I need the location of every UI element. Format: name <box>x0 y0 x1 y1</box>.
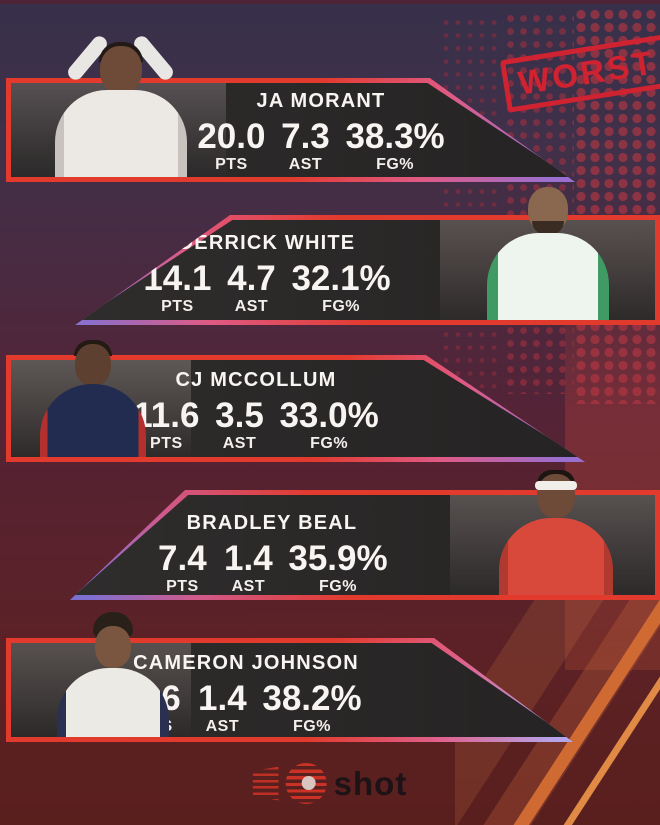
brand-name: shot <box>333 764 408 802</box>
top-strip-decoration <box>0 0 660 4</box>
stats-row: 11.6 PTS 3.5 AST 33.0% FG% <box>133 397 378 453</box>
player-figure-ja-morant <box>28 28 213 177</box>
stat-ast: 1.4 AST <box>224 539 273 595</box>
stat-pts: 7.4 PTS <box>158 539 207 595</box>
player-name: DERRICK WHITE <box>178 232 356 254</box>
jersey-white <box>54 90 187 177</box>
stat-fg: 32.1% FG% <box>291 259 391 315</box>
basketball-icon <box>285 763 327 804</box>
jersey-celtics <box>486 233 609 320</box>
jersey-red <box>498 518 613 595</box>
stats-row: 7.4 PTS 1.4 AST 35.9% FG% <box>156 539 388 596</box>
stat-ast: 7.3 AST <box>281 117 330 173</box>
stat-pts: 20.0 PTS <box>197 117 266 173</box>
head <box>95 626 131 668</box>
player-figure-cj-mccollum <box>23 336 163 457</box>
player-figure-cameron-johnson <box>38 612 188 737</box>
stat-pts: 14.1 PTS <box>143 259 212 315</box>
jersey-white <box>57 668 169 737</box>
head <box>75 344 111 386</box>
stats-row: 20.0 PTS 7.3 AST 38.3% FG% <box>197 118 444 174</box>
shot-logo: shot <box>252 763 408 804</box>
player-name: CJ MCCOLLUM <box>175 369 337 391</box>
stat-ast: 3.5 AST <box>215 396 264 452</box>
beard <box>531 221 564 235</box>
player-name: CAMERON JOHNSON <box>133 652 359 674</box>
stats-row: 14.1 PTS 4.7 AST 32.1% FG% <box>143 260 390 316</box>
player-name: JA MORANT <box>256 90 386 112</box>
headband <box>534 481 577 490</box>
jersey-navy <box>40 384 146 457</box>
stat-fg: 35.9% FG% <box>288 539 388 595</box>
stat-ast: 1.4 AST <box>198 679 247 735</box>
stat-ast: 4.7 AST <box>227 259 276 315</box>
player-name: BRADLEY BEAL <box>186 512 358 534</box>
motion-lines-icon <box>252 766 279 801</box>
player-figure-bradley-beal <box>478 468 633 595</box>
dot-pattern-large <box>574 8 660 404</box>
player-figure-derrick-white <box>460 183 635 320</box>
stat-fg: 33.0% FG% <box>279 396 379 452</box>
stat-fg: 38.3% FG% <box>345 117 445 173</box>
stat-fg: 38.2% FG% <box>262 679 362 735</box>
dot-pattern-small <box>440 16 504 388</box>
head <box>99 46 142 94</box>
